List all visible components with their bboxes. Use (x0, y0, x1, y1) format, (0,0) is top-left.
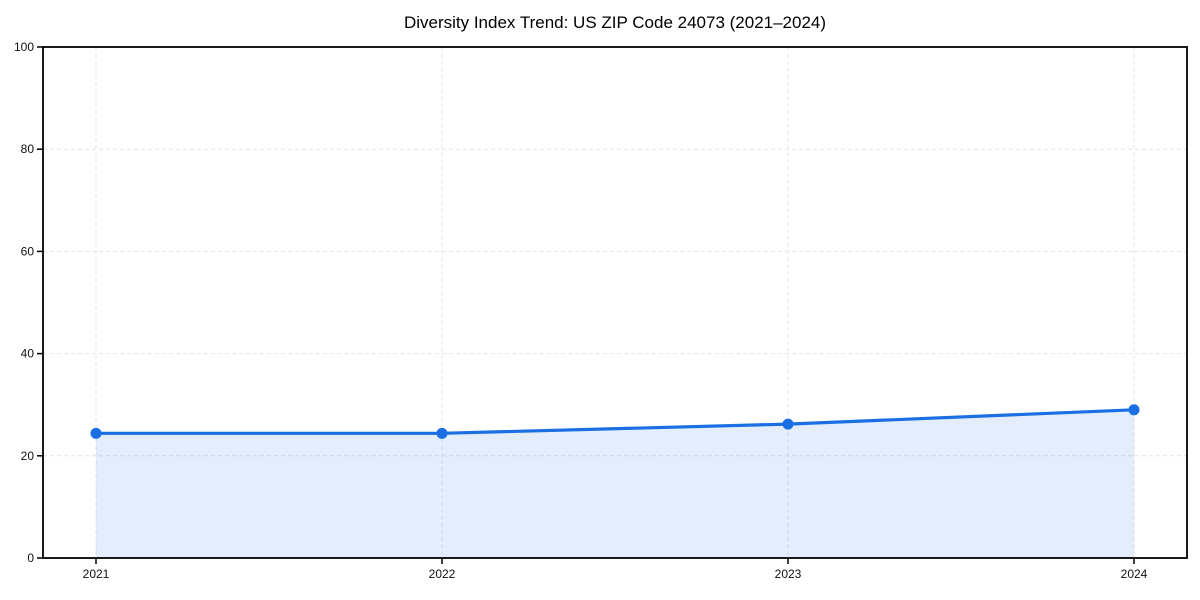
y-tick-label: 80 (21, 142, 35, 156)
data-point (436, 427, 448, 439)
data-point (782, 418, 794, 430)
y-tick-label: 40 (21, 347, 35, 361)
x-tick-label: 2024 (1121, 567, 1148, 581)
y-tick-label: 0 (27, 551, 34, 565)
y-tick-label: 100 (14, 40, 34, 54)
data-point (90, 427, 102, 439)
data-points-layer (90, 404, 1140, 439)
trend-line (94, 408, 1136, 435)
area-fill (96, 409, 1134, 558)
data-point (1128, 404, 1140, 416)
trend-line-layer (94, 408, 1136, 435)
tick-labels-layer: 0 20 40 60 80 100 2021 2022 2023 2024 (14, 40, 1148, 581)
chart-title: Diversity Index Trend: US ZIP Code 24073… (403, 13, 827, 32)
axes-layer (42, 46, 1188, 559)
y-tick-label: 20 (21, 449, 35, 463)
x-tick-label: 2023 (775, 567, 802, 581)
x-tick-label: 2022 (429, 567, 456, 581)
plot-border (42, 46, 1188, 559)
x-tick-label: 2021 (83, 567, 110, 581)
area-fill-layer (96, 409, 1134, 558)
y-tick-label: 60 (21, 244, 35, 258)
